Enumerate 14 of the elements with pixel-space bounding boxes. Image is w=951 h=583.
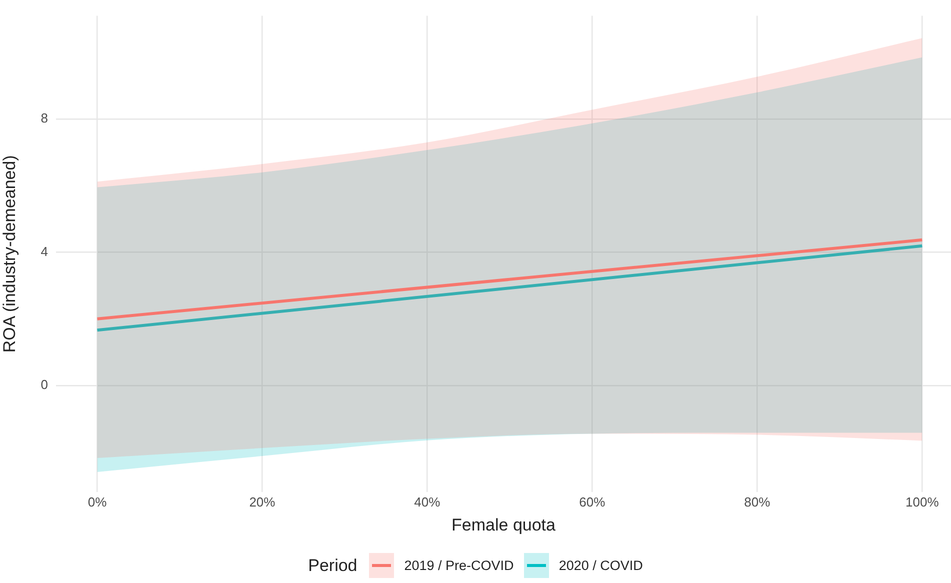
x-tick-label: 40% xyxy=(414,494,441,510)
y-tick-label: 8 xyxy=(40,110,48,126)
y-axis-title: ROA (industry-demeaned) xyxy=(0,155,19,353)
legend-label: 2020 / COVID xyxy=(558,558,643,573)
x-tick-label: 20% xyxy=(249,494,276,510)
x-tick-label: 0% xyxy=(88,494,108,510)
y-tick-label: 0 xyxy=(40,377,48,392)
x-tick-label: 100% xyxy=(906,494,940,510)
y-tick-label: 4 xyxy=(40,244,48,259)
x-axis-title: Female quota xyxy=(452,515,556,534)
legend-label: 2019 / Pre-COVID xyxy=(404,558,514,573)
legend-title: Period xyxy=(308,556,358,576)
x-tick-label: 80% xyxy=(744,494,771,510)
x-tick-label: 60% xyxy=(579,494,606,510)
